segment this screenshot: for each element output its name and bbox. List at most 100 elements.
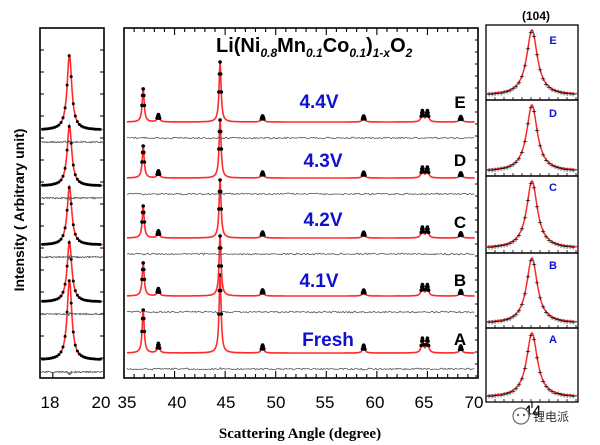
left-observed-point xyxy=(77,123,81,126)
right-observed-point: + xyxy=(522,62,528,70)
right-observed-point: + xyxy=(534,279,540,287)
right-observed-point: + xyxy=(570,392,576,400)
right-observed-point: + xyxy=(534,127,540,135)
right-observed-point: + xyxy=(519,73,525,81)
right-observed-point: + xyxy=(549,239,555,247)
left-observed-point xyxy=(75,120,79,124)
right-observed-point: + xyxy=(561,317,567,325)
right-observed-point: + xyxy=(519,225,525,233)
left-observed-point xyxy=(57,296,61,300)
left-observed-point xyxy=(73,173,77,177)
observed-point xyxy=(460,233,464,238)
right-observed-point: + xyxy=(561,392,567,400)
right-observed-point: + xyxy=(504,88,510,96)
right-observed-point: + xyxy=(528,332,534,340)
left-observed-point xyxy=(98,243,102,246)
right-observed-point: + xyxy=(546,386,552,394)
observed-point xyxy=(141,261,145,265)
observed-point xyxy=(421,284,425,289)
observed-point xyxy=(421,170,426,174)
right-observed-point: + xyxy=(546,237,552,245)
fit-curve-e xyxy=(127,61,475,123)
observed-point xyxy=(218,246,223,250)
left-fit-c xyxy=(41,184,103,246)
left-difference-e xyxy=(41,139,104,144)
right-observed-point: + xyxy=(570,90,576,98)
series-letter-a: A xyxy=(454,330,466,349)
right-observed-point: + xyxy=(534,203,540,211)
right-observed-point: + xyxy=(507,389,513,397)
left-observed-point xyxy=(63,282,67,286)
main-tick-35: 35 xyxy=(118,393,137,412)
right-observed-point: + xyxy=(498,242,504,250)
right-observed-point: + xyxy=(555,316,561,324)
voltage-label-e: 4.4V xyxy=(299,92,338,113)
right-observed-point: + xyxy=(489,243,495,251)
right-panel-title: (104) xyxy=(522,9,550,23)
difference-curve-c xyxy=(126,252,475,256)
observed-point xyxy=(157,290,162,295)
right-observed-point: + xyxy=(510,238,516,246)
right-observed-point: + xyxy=(528,104,534,112)
right-observed-point: + xyxy=(549,388,555,396)
right-observed-point: + xyxy=(504,316,510,324)
right-observed-point: + xyxy=(486,319,492,327)
right-observed-point: + xyxy=(567,318,573,326)
observed-point xyxy=(262,173,266,177)
observed-point xyxy=(219,207,224,211)
observed-point xyxy=(157,232,162,237)
left-tick-18: 18 xyxy=(41,393,60,412)
left-observed-point xyxy=(71,163,75,167)
right-observed-point: + xyxy=(522,137,528,145)
right-observed-point: + xyxy=(558,317,564,325)
left-difference-a xyxy=(40,370,103,376)
main-tick-60: 60 xyxy=(366,393,385,412)
right-observed-point: + xyxy=(507,163,513,171)
right-observed-point: + xyxy=(492,392,498,400)
right-observed-point: + xyxy=(537,294,543,302)
right-observed-point: + xyxy=(516,155,522,163)
left-observed-point xyxy=(59,178,63,182)
right-observed-point: + xyxy=(513,83,519,91)
left-observed-point xyxy=(57,353,61,357)
right-observed-point: + xyxy=(540,151,546,159)
mini-letter-c: C xyxy=(549,182,557,194)
right-observed-point: + xyxy=(498,165,504,173)
observed-point xyxy=(425,336,430,341)
observed-point xyxy=(262,347,266,351)
right-observed-point: + xyxy=(558,89,564,97)
right-observed-point: + xyxy=(510,313,516,321)
observed-point xyxy=(142,329,147,334)
right-observed-point: + xyxy=(486,244,492,252)
left-observed-point xyxy=(67,54,71,58)
left-observed-point xyxy=(61,234,65,238)
observed-point xyxy=(421,342,426,347)
observed-point xyxy=(426,339,430,343)
right-observed-point: + xyxy=(492,318,498,326)
right-observed-point: + xyxy=(543,81,549,89)
right-observed-point: + xyxy=(543,383,549,391)
right-observed-point: + xyxy=(564,90,570,98)
mini-letter-b: B xyxy=(549,260,557,272)
right-observed-point: + xyxy=(501,89,507,97)
right-observed-point: + xyxy=(558,165,564,173)
fit-curve-a xyxy=(127,274,475,354)
left-observed-point xyxy=(63,166,67,170)
right-observed-point: + xyxy=(546,84,552,92)
left-observed-point xyxy=(73,343,77,347)
left-fit-b xyxy=(41,239,103,303)
observed-point xyxy=(421,227,425,231)
left-observed-point xyxy=(65,83,69,87)
left-fit-a xyxy=(41,279,103,361)
observed-point xyxy=(218,60,222,64)
mini-letter-e: E xyxy=(549,35,556,47)
left-observed-point xyxy=(71,102,75,106)
right-observed-point: + xyxy=(525,120,531,128)
right-observed-point: + xyxy=(513,311,519,319)
main-tick-55: 55 xyxy=(316,393,335,412)
voltage-label-d: 4.3V xyxy=(303,151,342,172)
right-observed-point: + xyxy=(564,392,570,400)
left-observed-point xyxy=(57,180,61,184)
left-fit-d xyxy=(41,123,103,187)
